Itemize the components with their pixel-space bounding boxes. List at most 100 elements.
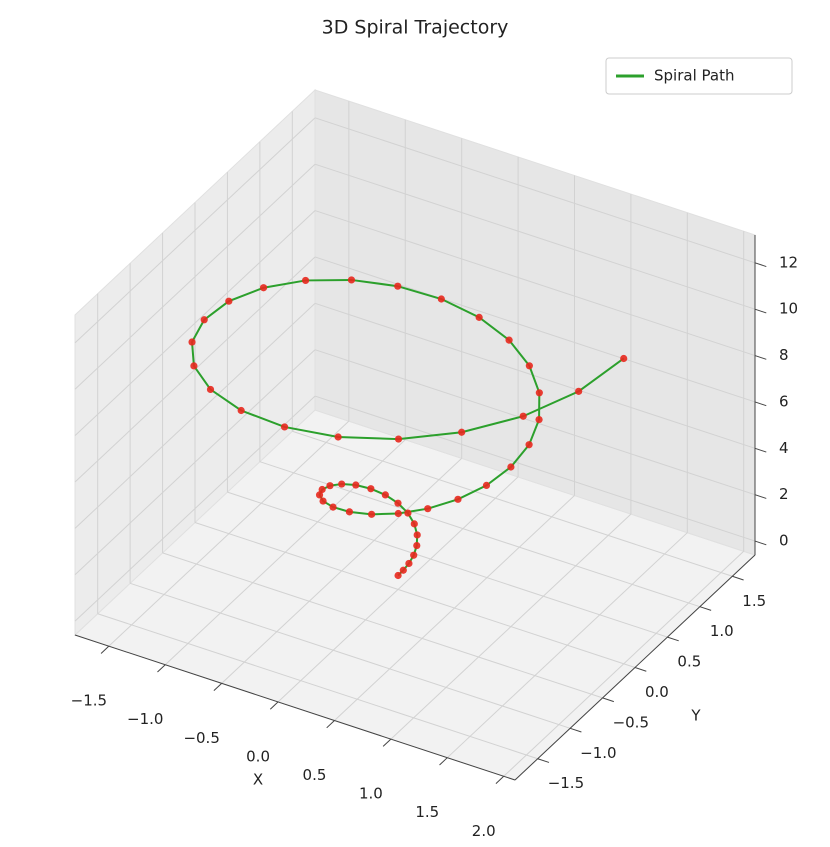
grid-line <box>74 349 316 576</box>
grid-line <box>74 302 316 529</box>
tick-mark <box>569 727 582 733</box>
data-point <box>399 566 407 574</box>
tick-mark <box>754 447 767 453</box>
tick-mark <box>382 738 392 747</box>
tick-label: 6 <box>779 392 789 410</box>
data-point <box>535 389 543 397</box>
data-point <box>475 313 483 321</box>
tick-mark <box>439 757 448 766</box>
grid-line <box>314 302 756 449</box>
grid-line <box>129 582 571 729</box>
data-point <box>188 338 196 346</box>
tick-label: 10 <box>779 300 798 318</box>
data-point <box>507 463 515 471</box>
tick-label: 1.0 <box>710 622 734 640</box>
data-point <box>394 571 402 580</box>
data-point <box>410 520 418 528</box>
data-point <box>394 282 402 290</box>
tick-mark <box>269 701 279 710</box>
tick-label: 4 <box>779 439 789 457</box>
tick-label: −0.5 <box>613 713 649 731</box>
tick-label: −1.0 <box>580 744 616 762</box>
legend-label: Spiral Path <box>654 67 734 85</box>
data-point <box>326 482 334 490</box>
tick-mark <box>754 494 767 499</box>
grid-line <box>97 613 538 760</box>
data-point <box>319 497 327 505</box>
data-point <box>329 503 337 511</box>
data-point <box>410 551 418 559</box>
data-point <box>381 491 389 499</box>
grid-line <box>314 163 756 310</box>
tick-label: 1.5 <box>415 803 439 821</box>
tick-mark <box>495 775 505 784</box>
data-point <box>367 485 375 493</box>
data-point <box>367 510 376 518</box>
data-point <box>334 433 342 441</box>
data-point <box>405 559 413 568</box>
tick-label: 2.0 <box>472 822 496 840</box>
grid-line <box>314 117 756 264</box>
data-point <box>458 428 466 436</box>
tick-mark <box>213 682 223 691</box>
data-point <box>237 406 245 415</box>
data-point <box>519 412 527 420</box>
grid-line <box>74 210 316 436</box>
data-point <box>413 541 421 550</box>
grid-line <box>194 522 636 668</box>
x-axis-line <box>74 634 516 781</box>
tick-label: 12 <box>779 253 798 271</box>
tick-mark <box>754 308 767 314</box>
tick-label: 1.5 <box>742 592 766 610</box>
grid-line <box>227 491 668 638</box>
data-point <box>394 499 402 507</box>
tick-label: −0.5 <box>183 729 219 747</box>
data-point <box>315 491 324 499</box>
y-axis-label: Y <box>690 707 701 725</box>
tick-mark <box>667 636 679 642</box>
grid-line <box>162 552 603 699</box>
data-point <box>345 508 354 516</box>
tick-label: 0.0 <box>246 747 270 765</box>
data-point <box>394 509 402 518</box>
tick-label: 1.0 <box>359 785 383 803</box>
tick-label: 0.5 <box>303 766 327 784</box>
grid-line <box>74 395 316 622</box>
grid-line <box>74 256 316 483</box>
grid-line <box>314 256 756 403</box>
tick-mark <box>754 262 767 268</box>
data-point <box>190 362 198 370</box>
data-point <box>575 387 583 395</box>
data-point <box>413 531 421 539</box>
data-point <box>301 276 310 285</box>
data-point <box>394 435 403 443</box>
data-point <box>424 505 432 513</box>
data-point <box>454 495 462 503</box>
data-point <box>482 481 491 490</box>
data-point <box>437 295 445 303</box>
data-point <box>318 485 326 494</box>
tick-mark <box>326 720 335 729</box>
data-point <box>225 297 233 305</box>
tick-mark <box>732 575 744 581</box>
tick-label: 2 <box>779 485 789 503</box>
data-point <box>259 284 268 292</box>
tick-label: −1.5 <box>548 774 584 792</box>
tick-mark <box>602 697 615 703</box>
data-point <box>404 509 412 517</box>
y-axis-line <box>514 554 756 781</box>
tick-mark <box>754 540 767 546</box>
tick-mark <box>699 606 712 611</box>
tick-label: −1.0 <box>127 710 163 728</box>
tick-label: 0 <box>779 532 789 550</box>
tick-mark <box>754 401 767 407</box>
data-point <box>347 276 356 284</box>
grid-line <box>314 349 756 496</box>
tick-mark <box>100 645 110 654</box>
tick-label: 0.0 <box>645 683 669 701</box>
chart-title: 3D Spiral Trajectory <box>322 17 509 39</box>
data-point <box>505 336 513 344</box>
data-point <box>206 385 215 394</box>
data-point <box>280 423 289 431</box>
